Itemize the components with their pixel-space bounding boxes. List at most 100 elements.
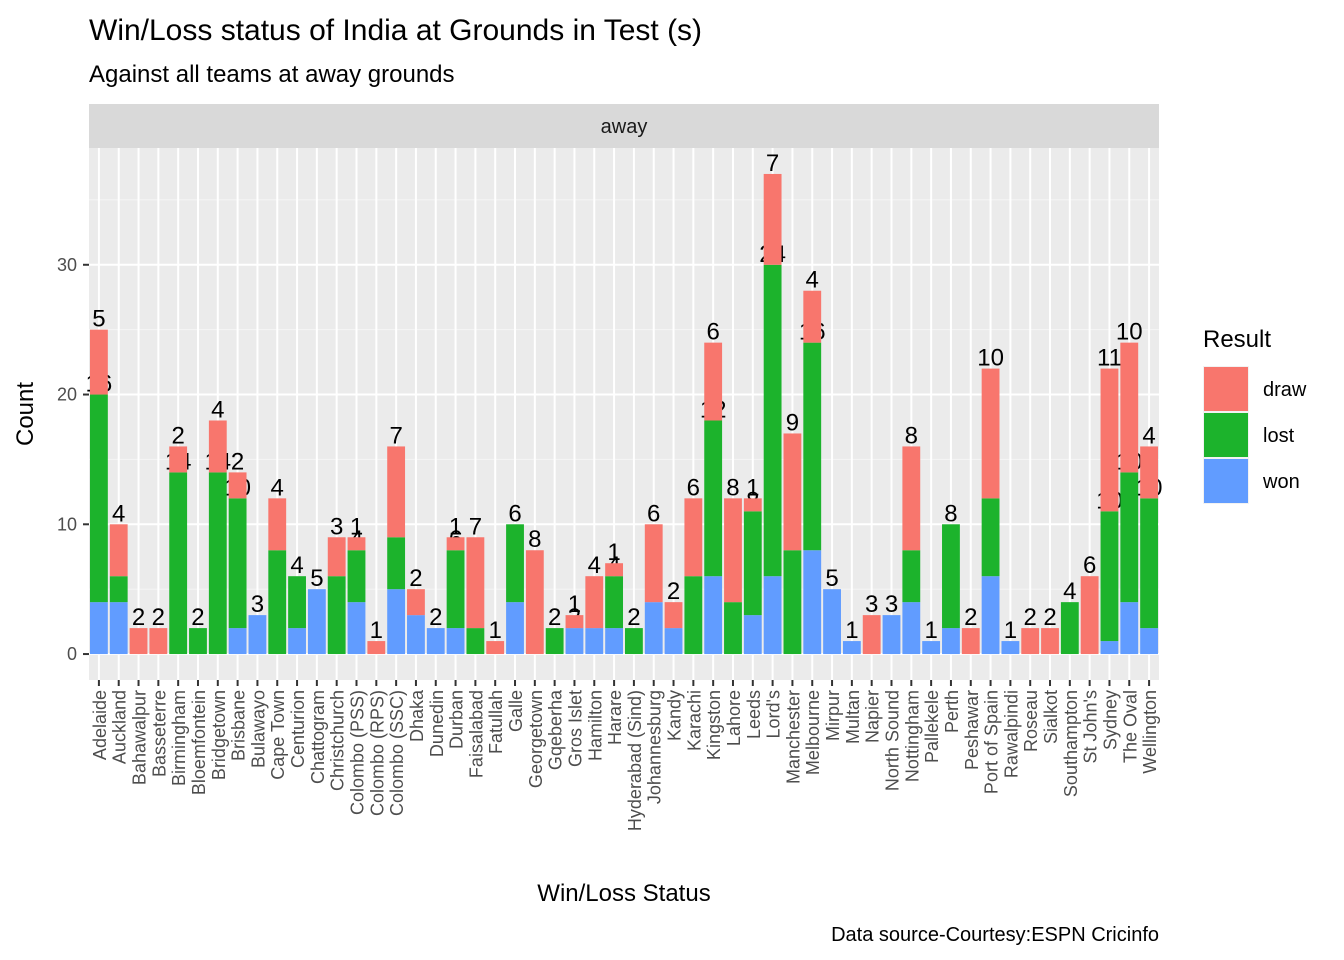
- x-tick-label: Multan: [843, 690, 863, 744]
- x-tick-label: Southampton: [1061, 690, 1081, 797]
- legend-title: Result: [1203, 326, 1271, 353]
- data-label-draw: 1: [489, 617, 502, 644]
- data-label-won: 2: [429, 604, 442, 631]
- bar-lost: [466, 628, 485, 655]
- x-tick-label: Bloemfontein: [189, 690, 209, 795]
- bar-lost: [902, 550, 921, 603]
- bar-lost: [1100, 511, 1119, 642]
- data-label-draw: 10: [1116, 319, 1143, 346]
- x-tick-label: Gros Islet: [565, 690, 585, 767]
- bar-draw: [803, 290, 822, 343]
- data-label-draw: 8: [726, 474, 739, 501]
- x-tick-label: North Sound: [883, 690, 903, 791]
- data-label-draw: 2: [132, 604, 145, 631]
- y-tick-label: 0: [67, 644, 77, 664]
- x-tick-label: Colombo (PSS): [348, 690, 368, 815]
- bar-won: [842, 641, 861, 655]
- bar-draw: [268, 498, 287, 551]
- x-tick-label: Hamilton: [585, 690, 605, 761]
- x-tick-label: Wellington: [1140, 690, 1160, 774]
- x-tick-label: Harare: [605, 690, 625, 745]
- bar-won: [1001, 641, 1020, 655]
- data-label-draw: 9: [786, 409, 799, 436]
- bar-draw: [347, 537, 366, 551]
- x-tick-label: The Oval: [1120, 690, 1140, 763]
- x-tick-label: Kingston: [704, 690, 724, 760]
- bar-draw: [644, 524, 663, 603]
- y-axis-title: Count: [12, 382, 39, 446]
- bar-draw: [149, 628, 168, 655]
- legend-key-won: [1204, 459, 1248, 503]
- x-tick-label: Georgetown: [526, 690, 546, 788]
- x-tick-label: Lord's: [764, 690, 784, 738]
- bar-won: [585, 628, 604, 655]
- data-label-draw: 7: [469, 513, 482, 540]
- data-label-draw: 1: [350, 513, 363, 540]
- x-tick-label: Peshawar: [962, 690, 982, 770]
- bar-draw: [783, 433, 802, 551]
- bar-won: [407, 615, 425, 655]
- bar-lost: [624, 628, 643, 655]
- x-tick-label: Kandy: [665, 690, 685, 741]
- bar-won: [288, 628, 306, 655]
- legend-key-lost: [1204, 413, 1248, 457]
- legend-label-won: won: [1262, 471, 1300, 493]
- bar-won: [922, 641, 941, 655]
- bar-lost: [387, 537, 406, 590]
- data-label-won: 5: [310, 565, 323, 592]
- bar-draw: [1041, 628, 1059, 655]
- data-label-draw: 7: [389, 422, 402, 449]
- data-label-draw: 6: [1083, 552, 1096, 579]
- data-label-lost: 2: [627, 604, 640, 631]
- data-label-draw: 3: [330, 513, 343, 540]
- x-tick-label: Rawalpindi: [1001, 690, 1021, 778]
- bar-lost: [704, 420, 723, 577]
- bars: 4165424221422144210238424563441154732226…: [86, 150, 1162, 655]
- facet-strip-label: away: [601, 116, 648, 138]
- bar-won: [426, 628, 445, 655]
- plot-panel: [89, 148, 1159, 680]
- bar-won: [1140, 628, 1159, 655]
- data-label-draw: 2: [1024, 604, 1037, 631]
- bar-won: [763, 576, 782, 655]
- bar-won: [446, 628, 465, 655]
- data-label-lost: 2: [191, 604, 204, 631]
- bar-lost: [446, 550, 465, 629]
- bar-draw: [228, 472, 247, 499]
- x-axis-title: Win/Loss Status: [537, 880, 710, 907]
- x-tick-label: Sialkot: [1041, 690, 1061, 744]
- bar-lost: [1120, 472, 1139, 603]
- x-tick-label: Manchester: [783, 690, 803, 784]
- data-label-won: 1: [924, 617, 937, 644]
- data-label-won: 3: [885, 591, 898, 618]
- bar-won: [743, 615, 762, 655]
- data-label-draw: 4: [112, 500, 125, 527]
- bar-lost: [169, 472, 188, 655]
- legend-label-draw: draw: [1263, 379, 1307, 401]
- data-label-draw: 8: [905, 422, 918, 449]
- data-label-draw: 4: [271, 474, 284, 501]
- bar-draw: [129, 628, 148, 655]
- x-tick-label: Chattogram: [308, 690, 328, 784]
- data-label-draw: 2: [667, 578, 680, 605]
- data-label-draw: 1: [568, 591, 581, 618]
- legend-key-draw: [1204, 367, 1248, 411]
- bar-draw: [664, 602, 683, 629]
- bar-lost: [1140, 498, 1159, 629]
- bar-won: [228, 628, 247, 655]
- data-label-won: 3: [251, 591, 264, 618]
- data-label-won: 1: [845, 617, 858, 644]
- bar-lost: [803, 342, 822, 551]
- x-tick-label: Centurion: [288, 690, 308, 768]
- bar-draw: [743, 498, 762, 512]
- bar-won: [89, 602, 108, 655]
- chart-title: Win/Loss status of India at Grounds in T…: [89, 14, 702, 47]
- data-label-won: 1: [1004, 617, 1017, 644]
- x-tick-label: St John's: [1081, 690, 1101, 763]
- bar-draw: [327, 537, 346, 577]
- x-tick-label: Nottingham: [902, 690, 922, 782]
- x-tick-label: Pallekele: [922, 690, 942, 763]
- bar-draw: [109, 524, 128, 577]
- bar-lost: [189, 628, 207, 655]
- bar-won: [506, 602, 524, 655]
